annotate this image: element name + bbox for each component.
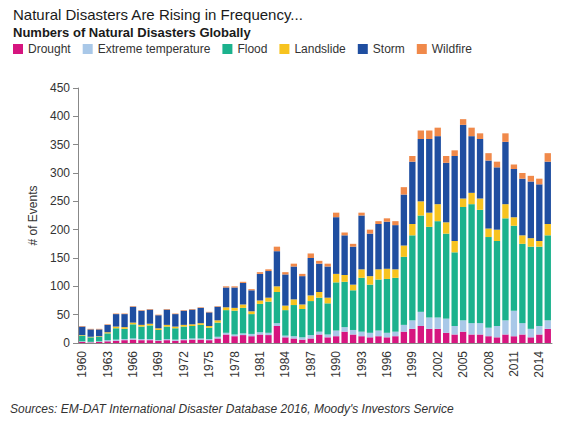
svg-text:1990: 1990 xyxy=(329,351,343,378)
svg-text:Sources: EM-DAT International: Sources: EM-DAT International Disaster D… xyxy=(10,402,454,416)
svg-text:1981: 1981 xyxy=(253,351,267,378)
svg-text:200: 200 xyxy=(50,223,70,237)
svg-text:400: 400 xyxy=(50,109,70,123)
svg-text:100: 100 xyxy=(50,279,70,293)
svg-text:2014: 2014 xyxy=(532,351,546,378)
svg-text:350: 350 xyxy=(50,138,70,152)
svg-text:1963: 1963 xyxy=(101,351,115,378)
svg-text:300: 300 xyxy=(50,166,70,180)
svg-text:Drought: Drought xyxy=(28,42,71,56)
svg-text:2011: 2011 xyxy=(507,351,521,377)
svg-text:1993: 1993 xyxy=(355,351,369,378)
svg-text:250: 250 xyxy=(50,194,70,208)
svg-text:2005: 2005 xyxy=(456,351,470,378)
svg-text:0: 0 xyxy=(63,336,70,350)
svg-text:1984: 1984 xyxy=(278,351,292,378)
svg-text:1960: 1960 xyxy=(75,351,89,378)
svg-text:Flood: Flood xyxy=(237,42,267,56)
svg-text:2008: 2008 xyxy=(482,351,496,378)
svg-text:Numbers of Natural Disasters G: Numbers of Natural Disasters Globally xyxy=(13,25,251,40)
svg-text:1966: 1966 xyxy=(126,351,140,378)
svg-text:1975: 1975 xyxy=(202,351,216,378)
svg-text:1987: 1987 xyxy=(304,351,318,378)
svg-text:Landslide: Landslide xyxy=(294,42,346,56)
svg-text:# of Events: # of Events xyxy=(26,185,40,245)
svg-text:Extreme temperature: Extreme temperature xyxy=(98,42,211,56)
svg-text:1978: 1978 xyxy=(228,351,242,378)
svg-text:450: 450 xyxy=(50,81,70,95)
svg-text:1996: 1996 xyxy=(380,351,394,378)
svg-text:1972: 1972 xyxy=(177,351,191,378)
svg-text:Wildfire: Wildfire xyxy=(432,42,472,56)
svg-text:50: 50 xyxy=(57,308,71,322)
svg-text:2002: 2002 xyxy=(431,351,445,378)
svg-text:1999: 1999 xyxy=(405,351,419,378)
svg-text:Natural Disasters Are Rising i: Natural Disasters Are Rising in Frequenc… xyxy=(13,6,303,23)
svg-text:1969: 1969 xyxy=(151,351,165,378)
svg-text:150: 150 xyxy=(50,251,70,265)
svg-text:Storm: Storm xyxy=(373,42,405,56)
